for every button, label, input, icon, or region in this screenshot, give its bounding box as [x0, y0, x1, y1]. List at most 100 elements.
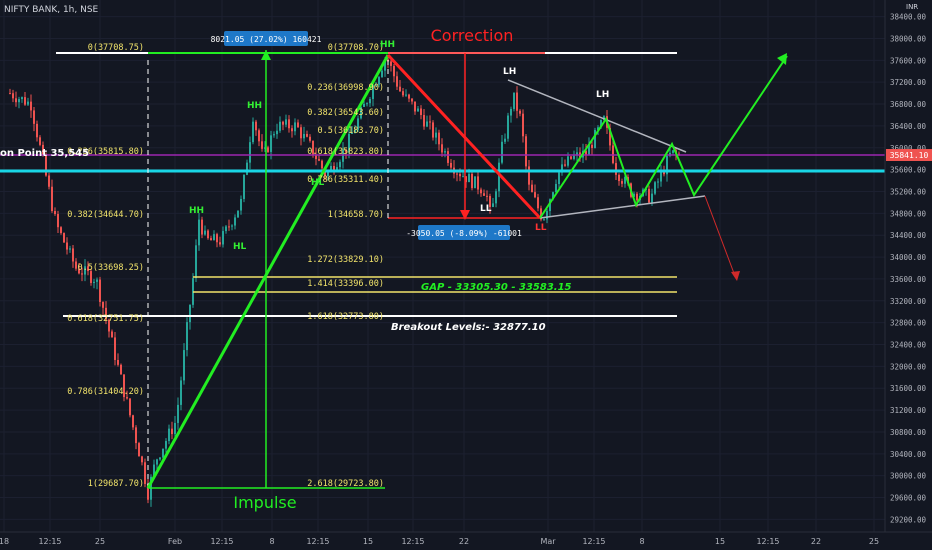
projection-arrow-head [777, 53, 787, 65]
fib-label-05: 0.5(33698.25) [77, 263, 144, 273]
candle-body [75, 261, 77, 269]
price-tick-label: 31200.00 [890, 406, 927, 415]
time-tick-label: 12:15 [210, 537, 233, 546]
price-tick-label: 35200.00 [890, 187, 927, 196]
candle-body [255, 121, 257, 131]
wave-label-lh-2: LH [596, 90, 609, 100]
candle-body [129, 398, 131, 416]
candle-body [369, 98, 371, 104]
candle-body [393, 65, 395, 77]
candle-body [666, 155, 668, 175]
candle-body [363, 103, 365, 107]
candle-body [240, 198, 242, 211]
candle-body [162, 448, 164, 458]
fib-label-0618: 0.618(32751.75) [67, 314, 144, 324]
price-axis-bg [885, 0, 932, 532]
candle-body [345, 149, 347, 153]
price-tick-label: 32000.00 [890, 362, 927, 371]
candle-body [120, 364, 122, 375]
candle-body [63, 233, 65, 243]
price-axis[interactable]: 38400.00 38000.00 37600.00 37200.00 36800.00… [884, 0, 932, 532]
candle-body [615, 163, 617, 175]
correction-wave-line [386, 53, 542, 220]
cfib-label-1: 1(34658.70) [328, 210, 384, 220]
candle-body [318, 159, 320, 161]
candle-body [189, 304, 191, 323]
candle-body [330, 165, 332, 172]
candle-body [45, 154, 47, 176]
price-tick-label: 34000.00 [890, 253, 927, 262]
time-tick-label: 25 [869, 537, 879, 546]
correction-title: Correction [431, 26, 514, 45]
candle-body [660, 171, 662, 182]
candle-body [132, 415, 134, 428]
candle-body [477, 176, 479, 190]
candle-body [105, 307, 107, 320]
candle-body [156, 459, 158, 465]
candle-body [483, 193, 485, 196]
candle-body [489, 196, 491, 207]
candle-body [423, 115, 425, 127]
candle-body [99, 279, 101, 302]
candle-body [426, 121, 428, 127]
candle-body [519, 110, 521, 114]
price-tick-label: 33600.00 [890, 275, 927, 284]
candle-body [600, 119, 602, 128]
candle-body [114, 337, 116, 360]
candle-body [246, 162, 248, 175]
price-tick-label: 30400.00 [890, 450, 927, 459]
candle-body [300, 127, 302, 139]
candle-body [438, 132, 440, 145]
price-tick-label: 36000.00 [890, 144, 927, 153]
candle-body [474, 176, 476, 189]
cfib-label-1272: 1.272(33829.10) [307, 255, 384, 265]
candle-body [84, 266, 86, 275]
candle-body [558, 172, 560, 184]
candle-body [219, 242, 221, 245]
price-tick-label: 38000.00 [890, 34, 927, 43]
candle-body [27, 101, 29, 105]
candle-body [144, 462, 146, 484]
wave-lines [146, 53, 788, 489]
currency-label: INR [906, 3, 918, 11]
impulse-measure-box: 8021.05 (27.02%) 160421 [211, 31, 322, 46]
candle-body [459, 173, 461, 177]
candle-body [516, 92, 518, 111]
time-axis[interactable]: 18 12:15 25 Feb 12:15 8 12:15 15 12:15 22 Mar 12:15… [0, 531, 932, 550]
candle-body [195, 245, 197, 279]
price-tick-label: 34400.00 [890, 231, 927, 240]
candle-body [69, 248, 71, 250]
candle-body [462, 176, 464, 178]
candle-body [72, 248, 74, 262]
price-tick-label: 36800.00 [890, 100, 927, 109]
time-tick-label: 18 [0, 537, 9, 546]
impulse-arrow-head [261, 50, 271, 60]
candle-body [198, 219, 200, 246]
candle-body [123, 374, 125, 398]
candle-body [279, 121, 281, 131]
price-tick-label: 38400.00 [890, 13, 927, 22]
candle-body [21, 97, 23, 100]
candle-body [549, 199, 551, 212]
cfib-label-0: 0(37708.70) [328, 43, 384, 53]
candle-body [237, 210, 239, 218]
candle-body [378, 77, 380, 85]
candle-body [537, 197, 539, 209]
cfib-label-0236: 0.236(36998.90) [307, 83, 384, 93]
candle-body [567, 156, 569, 166]
candle-body [441, 144, 443, 153]
triangle-upper-line [507, 79, 687, 153]
candle-body [405, 94, 407, 96]
candle-body [540, 208, 542, 220]
candle-body [24, 97, 26, 105]
wave-labels: HH HH HL HL HH LH LH LL LL [189, 40, 609, 252]
candle-body [111, 331, 113, 338]
candle-body [492, 203, 494, 207]
candle-body [126, 397, 128, 399]
candle-body [588, 144, 590, 155]
candle-body [204, 230, 206, 235]
candle-body [282, 121, 284, 125]
candle-body [456, 173, 458, 175]
candle-body [591, 144, 593, 149]
